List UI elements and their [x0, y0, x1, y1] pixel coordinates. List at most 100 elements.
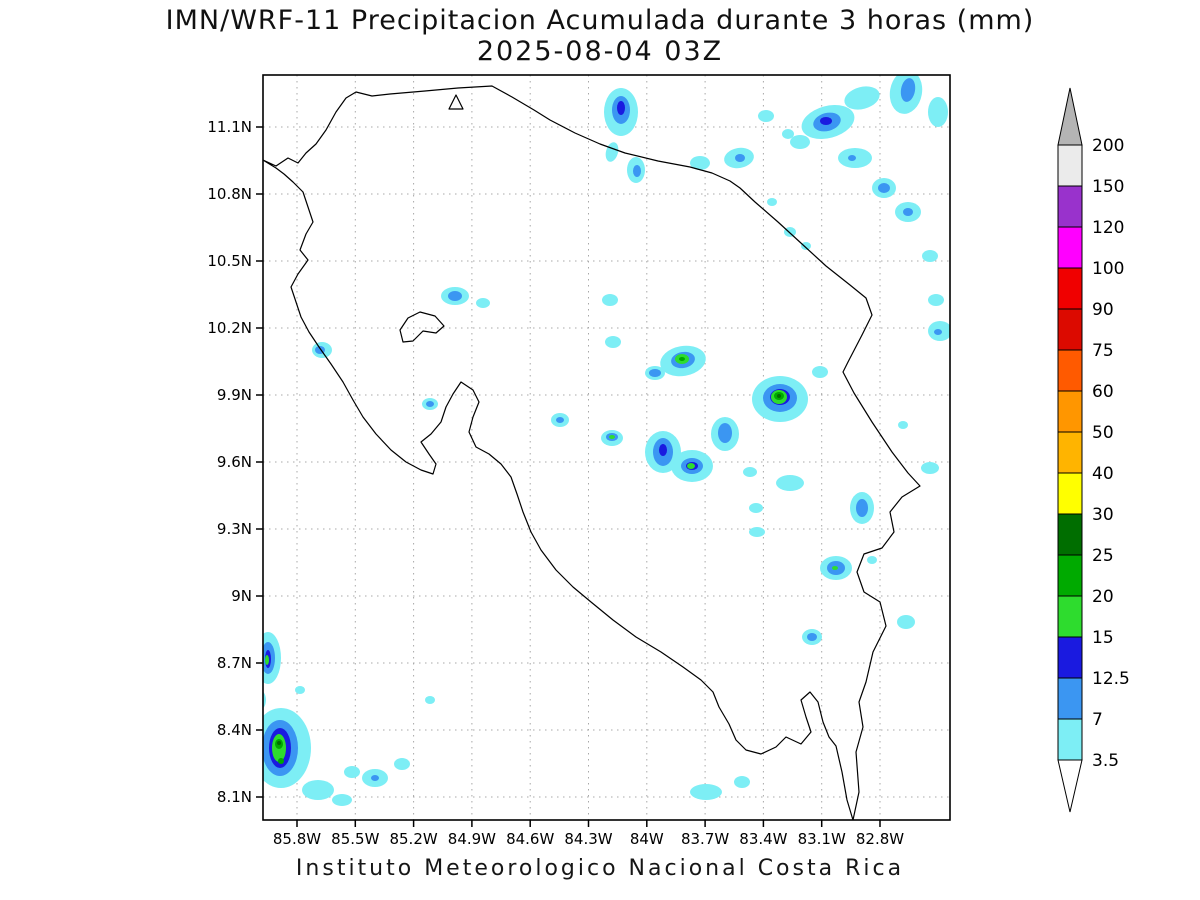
lon-tick-label: 84.6W	[506, 830, 554, 848]
lon-tick-label: 84W	[630, 830, 664, 848]
institution-caption: Instituto Meteorologico Nacional Costa R…	[295, 856, 905, 881]
precip-cell	[900, 78, 916, 102]
precip-cell	[878, 183, 890, 193]
lat-tick-label: 8.7N	[217, 654, 252, 672]
precip-cell	[735, 154, 745, 162]
precip-cell	[812, 366, 828, 378]
precip-cell	[897, 615, 915, 629]
precip-cell	[332, 794, 352, 806]
colorbar-segment	[1057, 472, 1083, 515]
colorbar-label: 120	[1092, 218, 1124, 238]
lat-tick-label: 9.3N	[217, 520, 252, 538]
colorbar-segment	[1057, 718, 1083, 761]
precip-cell	[394, 758, 410, 770]
precip-cell	[633, 165, 641, 177]
precip-cell	[690, 784, 722, 800]
precip-cell	[302, 780, 334, 800]
colorbar-segment	[1057, 636, 1083, 679]
precip-cell	[295, 686, 305, 694]
precip-cell	[734, 776, 750, 788]
colorbar-label: 20	[1092, 587, 1114, 607]
colorbar-label: 40	[1092, 464, 1114, 484]
precip-cell	[718, 423, 732, 443]
lon-tick-label: 83.4W	[739, 830, 787, 848]
lat-tick-label: 8.4N	[217, 721, 252, 739]
lon-tick-label: 85.8W	[273, 830, 321, 848]
precip-cell	[758, 110, 774, 122]
lat-tick-label: 8.1N	[217, 788, 252, 806]
precip-cell	[679, 357, 685, 361]
precip-cell	[344, 766, 360, 778]
precip-cell	[749, 503, 763, 513]
precip-cell	[928, 97, 948, 127]
colorbar-segment	[1057, 308, 1083, 351]
colorbar-label: 25	[1092, 546, 1114, 566]
page-title: IMN/WRF-11 Precipitacion Acumulada duran…	[165, 5, 1035, 36]
precip-cell	[649, 369, 661, 377]
precip-cell	[921, 462, 939, 474]
precip-cell	[777, 394, 781, 398]
precip-cell	[425, 696, 435, 704]
lon-tick-label: 85.2W	[389, 830, 437, 848]
lon-tick-label: 84.9W	[448, 830, 496, 848]
precip-cell	[476, 298, 490, 308]
precip-cell	[265, 655, 269, 665]
colorbar-segment	[1057, 677, 1083, 720]
colorbar-arrow-bottom	[1057, 759, 1083, 813]
precip-cell	[605, 142, 619, 162]
colorbar-label: 15	[1092, 628, 1114, 648]
lat-tick-label: 10.8N	[207, 185, 252, 203]
lon-tick-label: 82.8W	[856, 830, 904, 848]
precip-cell	[278, 758, 284, 764]
lat-tick-label: 10.5N	[207, 252, 252, 270]
precip-cell	[867, 556, 877, 564]
colorbar-segment	[1057, 226, 1083, 269]
lat-tick-label: 11.1N	[207, 118, 252, 136]
colorbar-arrow-top	[1057, 87, 1083, 146]
colorbar-segment	[1057, 554, 1083, 597]
colorbar-segment	[1057, 390, 1083, 433]
precip-cell	[856, 499, 868, 517]
colorbar-segment	[1057, 595, 1083, 638]
valid-time-subtitle: 2025-08-04 03Z	[476, 36, 724, 67]
colorbar-label: 50	[1092, 423, 1114, 443]
lat-tick-label: 9.6N	[217, 453, 252, 471]
lon-tick-label: 85.5W	[331, 830, 379, 848]
precip-cell	[743, 467, 757, 477]
lat-tick-label: 10.2N	[207, 319, 252, 337]
precip-cell	[602, 294, 618, 306]
colorbar-label: 75	[1092, 341, 1114, 361]
precip-cell	[790, 135, 810, 149]
precip-cell	[609, 435, 615, 439]
precip-cell	[801, 242, 811, 250]
precip-cell	[749, 527, 765, 537]
precip-cell	[448, 291, 462, 301]
colorbar-label: 60	[1092, 382, 1114, 402]
precip-cell	[659, 444, 667, 456]
lat-tick-label: 9N	[231, 587, 252, 605]
precip-cell	[371, 775, 379, 781]
precip-cell	[426, 401, 434, 407]
precip-cell	[934, 329, 942, 335]
precip-cell	[782, 129, 794, 139]
precip-cell	[556, 417, 564, 423]
colorbar-segment	[1057, 267, 1083, 310]
precip-cell	[844, 86, 880, 110]
colorbar-label: 12.5	[1092, 669, 1130, 689]
precip-cell	[807, 633, 817, 641]
colorbar-segment	[1057, 431, 1083, 474]
colorbar-label: 100	[1092, 259, 1124, 279]
precip-cell	[776, 475, 804, 491]
precip-cell	[922, 250, 938, 262]
colorbar-segment	[1057, 144, 1083, 187]
colorbar-label: 200	[1092, 136, 1124, 156]
colorbar-segment	[1057, 349, 1083, 392]
precip-cell	[690, 156, 710, 170]
precip-cell	[277, 741, 281, 745]
precip-cell	[898, 421, 908, 429]
colorbar-label: 30	[1092, 505, 1114, 525]
precip-cell	[848, 155, 856, 161]
coastline	[263, 85, 921, 820]
